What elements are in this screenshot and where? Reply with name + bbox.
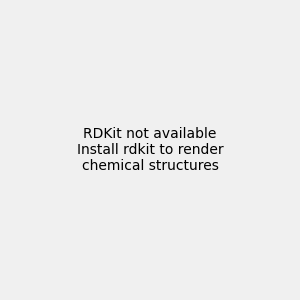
- Text: RDKit not available
Install rdkit to render
chemical structures: RDKit not available Install rdkit to ren…: [77, 127, 223, 173]
